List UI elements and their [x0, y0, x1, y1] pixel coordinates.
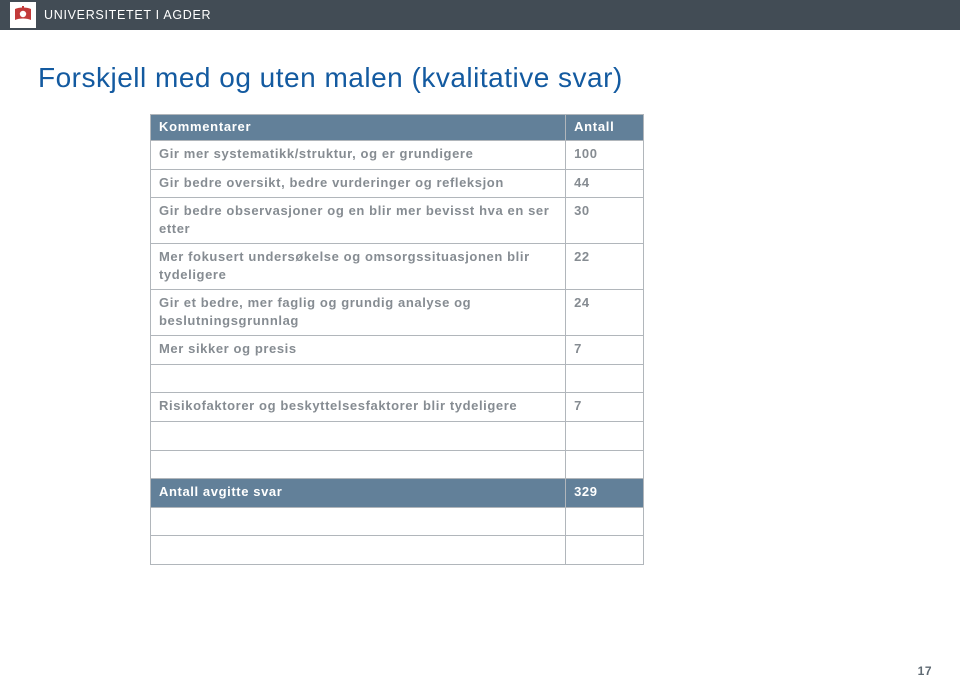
table-row	[151, 536, 644, 565]
col-header-antall: Antall	[566, 115, 644, 141]
table-row: Mer sikker og presis7	[151, 336, 644, 365]
table-row	[151, 507, 644, 536]
row-value	[566, 364, 644, 393]
row-value	[566, 422, 644, 451]
row-value: 30	[566, 198, 644, 244]
institution-name: UNIVERSITETET I AGDER	[44, 8, 211, 22]
table-container: Kommentarer Antall Gir mer systematikk/s…	[0, 114, 960, 565]
table-row: Mer fokusert undersøkelse og omsorgssitu…	[151, 244, 644, 290]
row-label	[151, 450, 566, 479]
page-title: Forskjell med og uten malen (kvalitative…	[0, 30, 960, 114]
row-label: Gir bedre oversikt, bedre vurderinger og…	[151, 169, 566, 198]
table-row: Gir mer systematikk/struktur, og er grun…	[151, 141, 644, 170]
table-header-row: Kommentarer Antall	[151, 115, 644, 141]
row-label: Mer fokusert undersøkelse og omsorgssitu…	[151, 244, 566, 290]
table-row: Gir et bedre, mer faglig og grundig anal…	[151, 290, 644, 336]
row-label	[151, 364, 566, 393]
row-value: 100	[566, 141, 644, 170]
row-label: Mer sikker og presis	[151, 336, 566, 365]
page-number: 17	[918, 664, 932, 678]
table-row: Risikofaktorer og beskyttelsesfaktorer b…	[151, 393, 644, 422]
row-value: 24	[566, 290, 644, 336]
row-value: 22	[566, 244, 644, 290]
row-label: Gir bedre observasjoner og en blir mer b…	[151, 198, 566, 244]
summary-row: Antall avgitte svar329	[151, 479, 644, 508]
row-label: Gir mer systematikk/struktur, og er grun…	[151, 141, 566, 170]
row-label	[151, 536, 566, 565]
row-value	[566, 507, 644, 536]
row-label	[151, 422, 566, 451]
row-value	[566, 450, 644, 479]
row-label: Gir et bedre, mer faglig og grundig anal…	[151, 290, 566, 336]
row-value: 7	[566, 393, 644, 422]
logo-mark-icon	[10, 2, 36, 28]
logo: UNIVERSITETET I AGDER	[0, 2, 211, 28]
table-row: Gir bedre oversikt, bedre vurderinger og…	[151, 169, 644, 198]
row-value	[566, 536, 644, 565]
row-value: 44	[566, 169, 644, 198]
results-table: Kommentarer Antall Gir mer systematikk/s…	[150, 114, 644, 565]
col-header-kommentarer: Kommentarer	[151, 115, 566, 141]
row-label: Risikofaktorer og beskyttelsesfaktorer b…	[151, 393, 566, 422]
summary-value: 329	[566, 479, 644, 508]
table-row	[151, 450, 644, 479]
row-label	[151, 507, 566, 536]
summary-label: Antall avgitte svar	[151, 479, 566, 508]
row-value: 7	[566, 336, 644, 365]
table-row	[151, 364, 644, 393]
table-row: Gir bedre observasjoner og en blir mer b…	[151, 198, 644, 244]
top-bar: UNIVERSITETET I AGDER	[0, 0, 960, 30]
table-row	[151, 422, 644, 451]
